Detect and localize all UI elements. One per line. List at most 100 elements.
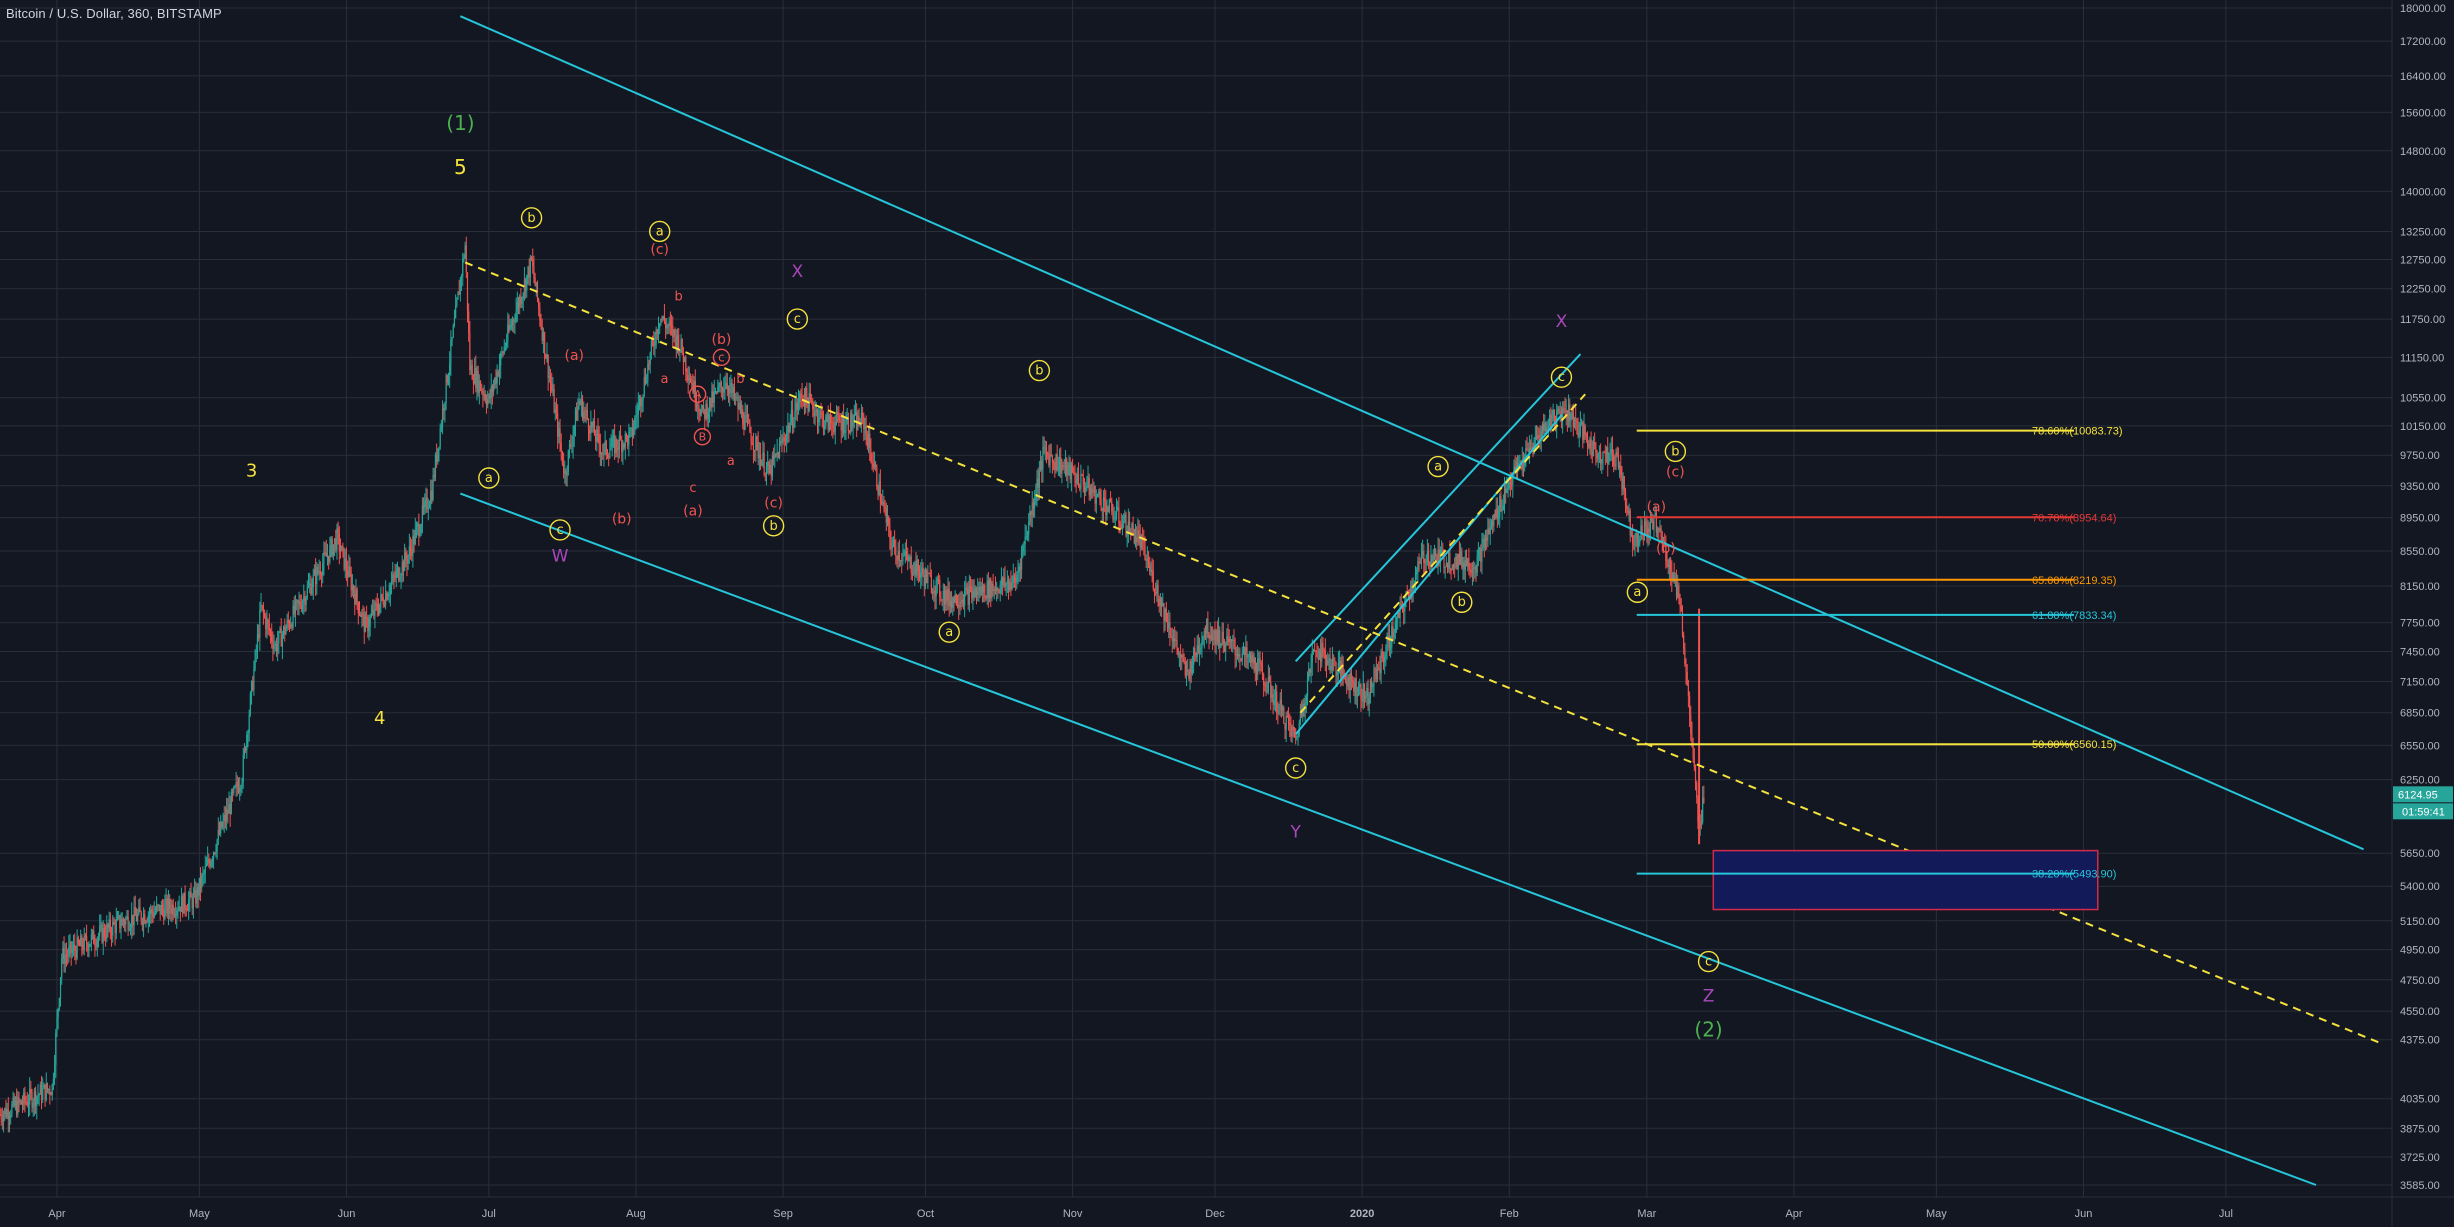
candle-body — [380, 594, 382, 604]
candle-body — [1512, 474, 1514, 485]
candle-body — [1089, 488, 1092, 496]
candle-body — [75, 950, 77, 959]
candle-body — [1589, 439, 1591, 448]
price-axis[interactable]: 18000.0017200.0016400.0015600.0014800.00… — [2391, 0, 2454, 1227]
candle-body — [1343, 673, 1345, 676]
candle-body — [1234, 647, 1236, 656]
candle-body — [1152, 571, 1154, 589]
candle-body — [818, 418, 820, 423]
candle-body — [1686, 672, 1688, 686]
candle-body — [297, 600, 299, 604]
candle-body — [239, 787, 241, 792]
candle-body — [1157, 584, 1159, 599]
candle-body — [571, 445, 573, 447]
candle-body — [1649, 518, 1652, 533]
candle-body — [1368, 697, 1370, 705]
target-zone-box[interactable] — [1712, 849, 2099, 911]
candle-body — [941, 599, 943, 601]
candle-body — [529, 257, 531, 278]
candle-body — [724, 388, 726, 390]
candle-body — [63, 947, 65, 964]
candle-body — [336, 528, 338, 550]
candle-body — [1206, 618, 1208, 634]
channel-line[interactable] — [460, 492, 2317, 1186]
candle-body — [1556, 410, 1558, 427]
candle-body — [1010, 581, 1012, 590]
candle-body — [675, 335, 677, 348]
chart-title: Bitcoin / U.S. Dollar, 360, BITSTAMP — [6, 6, 222, 21]
candle-body — [349, 566, 351, 575]
candle-body — [99, 926, 101, 936]
candle-body — [1304, 702, 1306, 710]
candle-body — [497, 371, 499, 376]
fib-level-label: 50.00%(6560.15) — [2032, 739, 2116, 751]
candle-body — [256, 634, 259, 650]
candle-body — [1062, 465, 1064, 467]
wave-label: (2) — [1694, 1018, 1722, 1042]
wave-label: (b) — [711, 332, 731, 348]
candle-body — [596, 429, 598, 442]
candle-body — [133, 907, 135, 926]
candle-body — [188, 900, 190, 911]
candle-body — [310, 583, 312, 595]
candle-body — [393, 574, 395, 577]
candle-body — [400, 575, 402, 579]
channel-line[interactable] — [1294, 414, 1563, 735]
channel-line[interactable] — [1294, 353, 1582, 662]
candle-body — [1174, 638, 1176, 642]
candle-body — [49, 1089, 51, 1095]
candle-body — [1696, 782, 1698, 797]
candle-body — [1551, 415, 1553, 429]
price-tick-label: 11750.00 — [2400, 314, 2445, 326]
candle-body — [1639, 539, 1641, 544]
candle-body — [1471, 568, 1474, 573]
candle-body — [190, 891, 192, 898]
candle-body — [1452, 564, 1455, 567]
candle-body — [914, 563, 916, 574]
price-tick-label: 5400.00 — [2400, 881, 2440, 893]
dashed-trendline[interactable] — [464, 261, 2383, 1045]
candle-body — [1287, 716, 1290, 723]
candle-body — [76, 937, 78, 959]
candle-body — [120, 925, 122, 929]
candle-body — [682, 353, 685, 363]
candle-body — [649, 352, 651, 365]
dashed-trendline[interactable] — [1299, 393, 1586, 714]
candle-body — [1482, 538, 1484, 541]
candle-body — [352, 585, 355, 594]
candle-body — [1109, 498, 1112, 502]
candle-body — [100, 924, 102, 927]
candle-body — [1003, 577, 1005, 586]
candle-body — [452, 326, 454, 338]
candle-body — [1056, 454, 1058, 471]
candle-body — [669, 321, 671, 325]
candle-body — [756, 436, 758, 442]
candle-body — [1507, 487, 1509, 489]
time-axis[interactable]: Apr May Jun Jul Aug Sep Oct Nov Dec 2020 Feb Mar Apr… — [0, 1196, 2454, 1220]
candle-body — [567, 450, 569, 472]
candle-body — [1094, 486, 1096, 504]
candle-body — [242, 755, 244, 782]
candle-body — [1338, 661, 1341, 663]
candle-body — [584, 411, 586, 413]
candle-body — [1299, 712, 1302, 723]
candle-body — [252, 681, 254, 691]
candle-body — [1442, 550, 1444, 552]
candle-body — [733, 386, 736, 399]
candle-body — [1403, 609, 1405, 612]
candle-body — [1673, 572, 1675, 582]
candle-body — [1219, 630, 1221, 648]
candle-body — [1431, 555, 1433, 562]
channel-line[interactable] — [459, 15, 2364, 851]
candle-body — [224, 814, 227, 821]
candle-body — [455, 305, 457, 319]
candle-body — [1155, 592, 1157, 594]
candle-body — [87, 944, 89, 951]
candle-body — [1407, 593, 1409, 599]
candle-body — [1543, 424, 1545, 432]
wave-label-circle — [762, 515, 785, 537]
candle-body — [686, 371, 688, 375]
candle-body — [305, 597, 307, 605]
